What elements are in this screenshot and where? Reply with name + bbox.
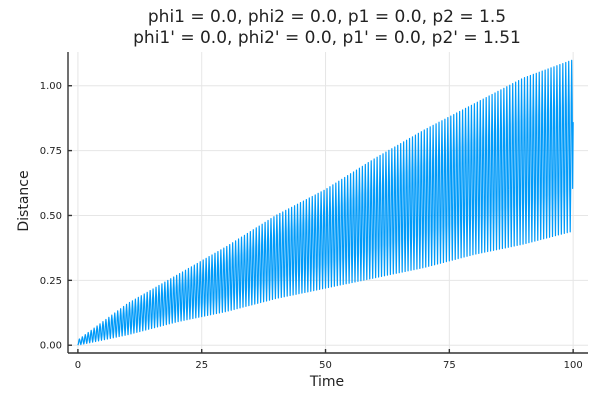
y-tick-label: 0.75 [40,146,62,157]
chart-title: phi1 = 0.0, phi2 = 0.0, p1 = 0.0, p2 = 1… [148,7,506,27]
tick-labels: 0 25 50 75 100 0.00 0.25 0.50 0.75 1.00 [40,81,583,371]
y-tick-label: 0.00 [40,341,62,352]
x-tick-label: 75 [443,360,456,371]
x-tick-label: 25 [195,360,208,371]
y-tick-label: 0.25 [40,276,62,287]
chart-subtitle: phi1' = 0.0, phi2' = 0.0, p1' = 0.0, p2'… [133,28,521,48]
x-axis-label: Time [309,374,344,390]
series-group [77,59,574,346]
x-tick-label: 0 [75,360,81,371]
series-line-0 [77,59,574,346]
y-tick-label: 0.50 [40,211,62,222]
x-tick-label: 50 [319,360,332,371]
x-tick-label: 100 [564,360,583,371]
y-axis-label: Distance [16,170,32,231]
axes [67,52,588,354]
y-tick-label: 1.00 [40,81,62,92]
